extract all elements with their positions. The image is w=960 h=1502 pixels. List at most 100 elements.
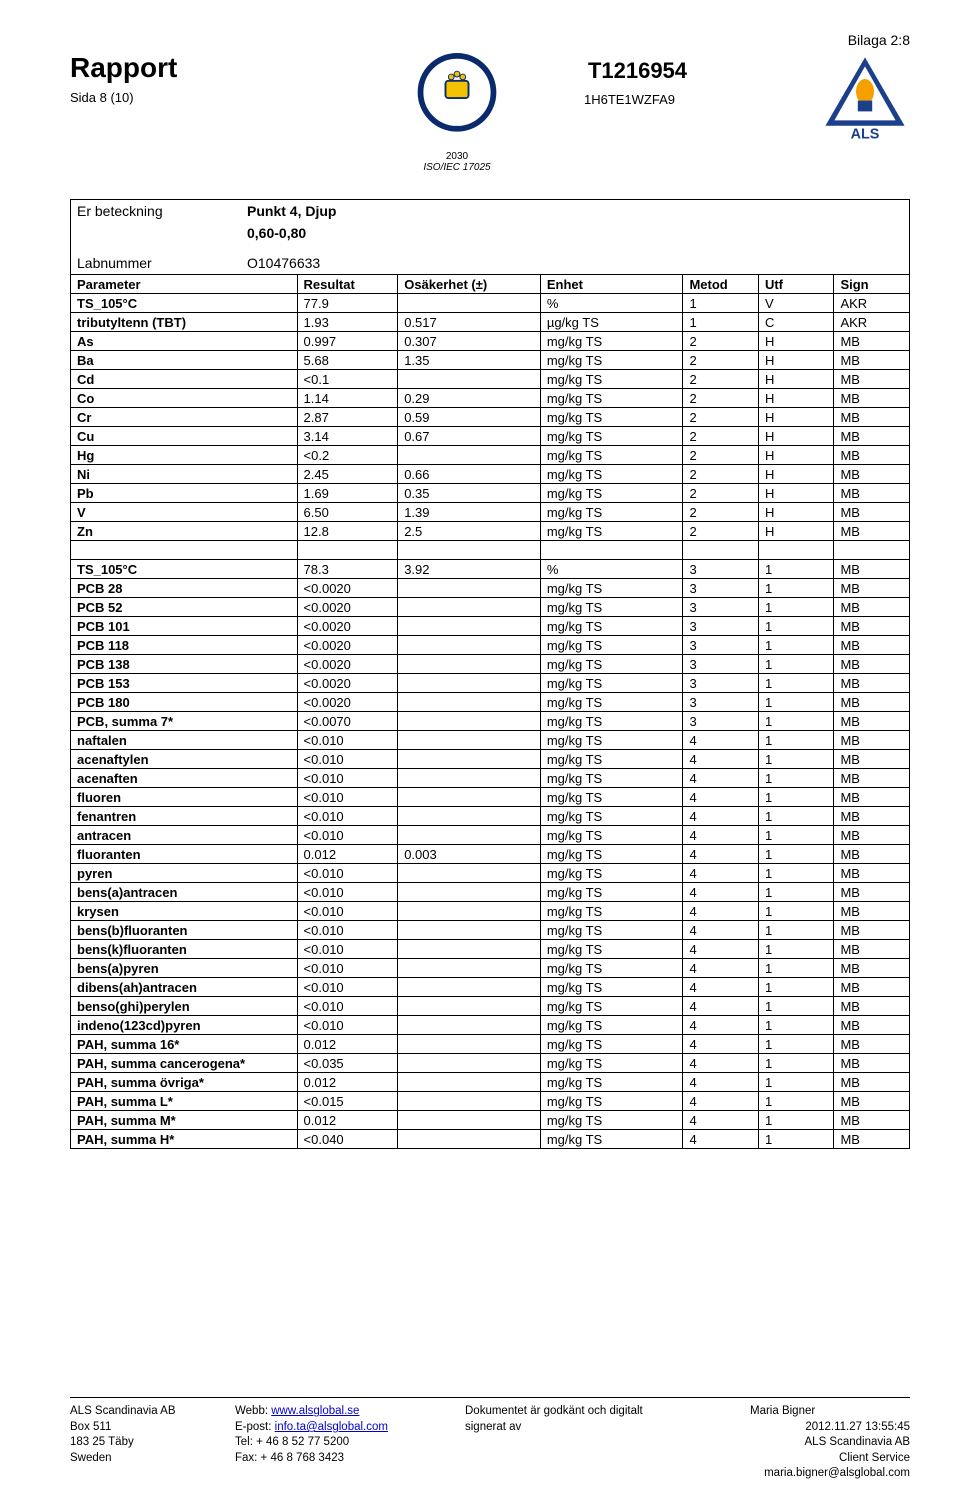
- table-cell: indeno(123cd)pyren: [71, 1016, 298, 1035]
- table-cell: MB: [834, 484, 910, 503]
- table-cell: [398, 1035, 541, 1054]
- table-cell: tributyltenn (TBT): [71, 313, 298, 332]
- table-cell: As: [71, 332, 298, 351]
- table-cell: MB: [834, 579, 910, 598]
- table-cell: 1: [758, 712, 834, 731]
- table-row: acenaftylen<0.010mg/kg TS41MB: [71, 750, 910, 769]
- table-cell: <0.0020: [297, 636, 398, 655]
- table-cell: 1: [758, 636, 834, 655]
- table-cell: 2.5: [398, 522, 541, 541]
- table-cell: <0.1: [297, 370, 398, 389]
- table-cell: mg/kg TS: [540, 503, 683, 522]
- table-cell: mg/kg TS: [540, 693, 683, 712]
- table-cell: [398, 959, 541, 978]
- table-cell: 0.59: [398, 408, 541, 427]
- table-row: PCB 28<0.0020mg/kg TS31MB: [71, 579, 910, 598]
- table-row: Cd<0.1mg/kg TS2HMB: [71, 370, 910, 389]
- table-cell: 1.39: [398, 503, 541, 522]
- table-cell: mg/kg TS: [540, 598, 683, 617]
- table-cell: [398, 617, 541, 636]
- table-row: Cr2.870.59mg/kg TS2HMB: [71, 408, 910, 427]
- table-row: PCB 118<0.0020mg/kg TS31MB: [71, 636, 910, 655]
- table-cell: 1: [758, 655, 834, 674]
- table-cell: 0.67: [398, 427, 541, 446]
- table-cell: 4: [683, 826, 759, 845]
- table-cell: H: [758, 389, 834, 408]
- table-cell: 1: [758, 1073, 834, 1092]
- table-cell: 0.997: [297, 332, 398, 351]
- table-cell: [398, 1130, 541, 1149]
- table-cell: <0.0020: [297, 655, 398, 674]
- table-cell: mg/kg TS: [540, 465, 683, 484]
- table-cell: H: [758, 427, 834, 446]
- table-cell: [398, 1111, 541, 1130]
- table-cell: 4: [683, 807, 759, 826]
- table-cell: H: [758, 408, 834, 427]
- table-cell: [398, 769, 541, 788]
- table-cell: [398, 807, 541, 826]
- footer-signer-company: ALS Scandinavia AB: [750, 1435, 910, 1451]
- accr-year: 2030: [409, 151, 505, 162]
- table-cell: [398, 788, 541, 807]
- table-cell: mg/kg TS: [540, 826, 683, 845]
- table-cell: 4: [683, 940, 759, 959]
- footer-web-link[interactable]: www.alsglobal.se: [271, 1405, 359, 1417]
- table-cell: 2: [683, 503, 759, 522]
- svg-text:ALS: ALS: [851, 126, 880, 142]
- table-cell: MB: [834, 712, 910, 731]
- table-cell: H: [758, 351, 834, 370]
- table-cell: 4: [683, 845, 759, 864]
- table-cell: <0.0020: [297, 674, 398, 693]
- table-cell: mg/kg TS: [540, 921, 683, 940]
- table-cell: mg/kg TS: [540, 674, 683, 693]
- table-row: PCB, summa 7*<0.0070mg/kg TS31MB: [71, 712, 910, 731]
- table-cell: [398, 370, 541, 389]
- table-cell: <0.010: [297, 769, 398, 788]
- table-cell: 1: [758, 1016, 834, 1035]
- meta-labno-label: Labnummer: [71, 252, 241, 274]
- table-cell: mg/kg TS: [540, 655, 683, 674]
- table-row: dibens(ah)antracen<0.010mg/kg TS41MB: [71, 978, 910, 997]
- table-cell: PAH, summa H*: [71, 1130, 298, 1149]
- table-cell: 0.012: [297, 1111, 398, 1130]
- table-cell: 1: [758, 902, 834, 921]
- table-cell: mg/kg TS: [540, 902, 683, 921]
- table-cell: <0.0020: [297, 579, 398, 598]
- table-cell: 0.517: [398, 313, 541, 332]
- table-cell: MB: [834, 332, 910, 351]
- table-row: PCB 101<0.0020mg/kg TS31MB: [71, 617, 910, 636]
- table-row: Zn12.82.5mg/kg TS2HMB: [71, 522, 910, 541]
- table-cell: 6.50: [297, 503, 398, 522]
- table-cell: Cu: [71, 427, 298, 446]
- table-cell: MB: [834, 1130, 910, 1149]
- table-cell: PAH, summa cancerogena*: [71, 1054, 298, 1073]
- table-cell: mg/kg TS: [540, 978, 683, 997]
- table-cell: mg/kg TS: [540, 579, 683, 598]
- table-cell: [398, 864, 541, 883]
- table-cell: MB: [834, 674, 910, 693]
- table-cell: [398, 598, 541, 617]
- footer-email-link[interactable]: info.ta@alsglobal.com: [275, 1421, 388, 1433]
- table-cell: [398, 997, 541, 1016]
- col-method: Metod: [683, 275, 759, 294]
- table-cell: H: [758, 522, 834, 541]
- table-cell: <0.010: [297, 921, 398, 940]
- table-cell: 1: [758, 731, 834, 750]
- table-cell: MB: [834, 1054, 910, 1073]
- swedac-accreditation-logo: [409, 52, 505, 148]
- table-cell: 1: [758, 807, 834, 826]
- table-cell: MB: [834, 769, 910, 788]
- meta-sample-line1: Punkt 4, Djup: [247, 203, 336, 219]
- table-cell: MB: [834, 921, 910, 940]
- table-cell: 4: [683, 1054, 759, 1073]
- table-row: PAH, summa H*<0.040mg/kg TS41MB: [71, 1130, 910, 1149]
- table-cell: pyren: [71, 864, 298, 883]
- table-row: PAH, summa cancerogena*<0.035mg/kg TS41M…: [71, 1054, 910, 1073]
- table-row: Pb1.690.35mg/kg TS2HMB: [71, 484, 910, 503]
- table-cell: 1: [758, 598, 834, 617]
- table-cell: 3.92: [398, 560, 541, 579]
- table-cell: 2: [683, 427, 759, 446]
- table-cell: PCB 28: [71, 579, 298, 598]
- footer-signer: Maria Bigner 2012.11.27 13:55:45 ALS Sca…: [750, 1404, 910, 1482]
- table-cell: 0.29: [398, 389, 541, 408]
